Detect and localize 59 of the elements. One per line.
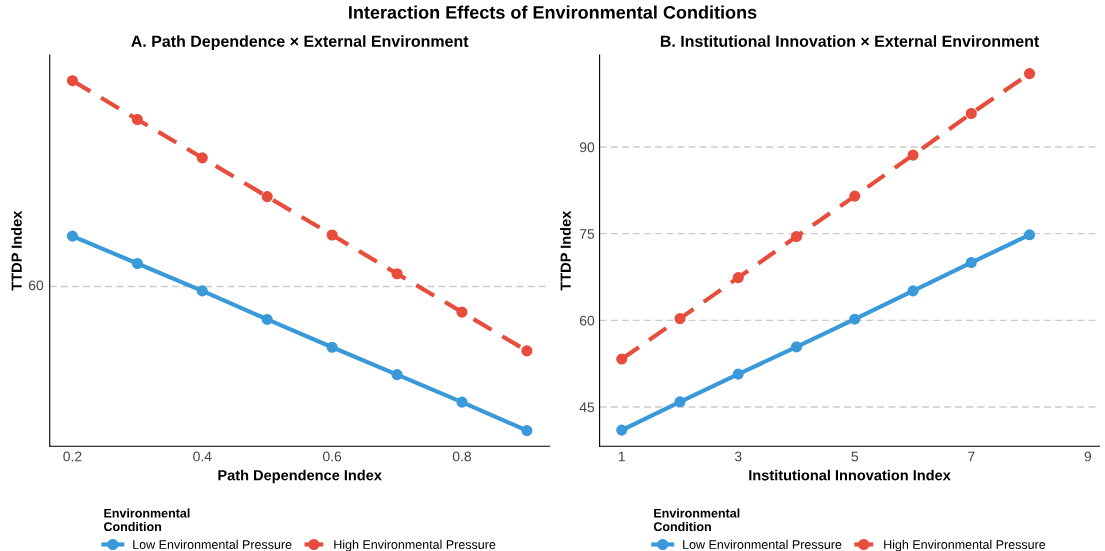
legend-label: High Environmental Pressure [884, 539, 1046, 551]
point [261, 191, 273, 203]
chart-title: Interaction Effects of Environmental Conditions [349, 5, 757, 19]
point [196, 285, 208, 297]
y-axis-title: TTDP Index [560, 210, 571, 291]
point [261, 313, 273, 325]
point [907, 285, 919, 297]
point [1024, 229, 1036, 241]
point [66, 230, 79, 242]
point [616, 424, 628, 436]
x-tick-label: 3 [734, 451, 742, 462]
x-tick-label: 0.2 [63, 451, 82, 462]
point [674, 396, 686, 408]
point [1024, 68, 1036, 80]
point [521, 345, 533, 357]
x-axis-title: Path Dependence Index [218, 469, 382, 484]
point [326, 229, 338, 241]
legend-title: Environmental Condition [653, 508, 740, 532]
point [521, 425, 533, 437]
point [131, 257, 143, 270]
point [849, 313, 861, 325]
chart-subtitle: B. Institutional Innovation × External Environment [660, 35, 1040, 47]
point [732, 272, 744, 284]
point [456, 306, 468, 318]
point [131, 113, 143, 126]
point [196, 152, 208, 164]
legend-label: Low Environmental Pressure [683, 539, 842, 549]
legend-label: High Environmental Pressure [334, 539, 496, 551]
point [732, 368, 744, 380]
x-tick-label: 7 [968, 451, 975, 462]
x-axis-title: Institutional Innovation Index [749, 469, 951, 481]
y-tick-label: 45 [579, 402, 595, 413]
y-tick-label: 75 [580, 229, 595, 239]
point [616, 353, 628, 365]
point [907, 149, 919, 161]
legend-label: Low Environmental Pressure [133, 539, 292, 549]
legend-title: Environmental Condition [104, 508, 190, 532]
point [965, 256, 977, 269]
x-tick-label: 0.4 [193, 451, 212, 462]
point [66, 75, 79, 87]
point [674, 313, 686, 325]
y-tick-label: 60 [579, 315, 595, 326]
point [391, 268, 403, 280]
point [849, 190, 861, 202]
point [790, 230, 803, 243]
x-tick-label: 0.8 [452, 451, 472, 462]
point [326, 341, 338, 353]
x-tick-label: 0.6 [323, 451, 342, 462]
chart-subtitle: A. Path Dependence × External Environment [131, 35, 469, 51]
point [456, 396, 468, 408]
point [391, 369, 403, 381]
y-tick-label: 90 [579, 142, 595, 153]
x-tick-label: 5 [851, 451, 859, 462]
x-tick-label: 9 [1084, 451, 1092, 462]
x-tick-label: 1 [618, 451, 625, 462]
point [965, 107, 977, 120]
y-axis-title: TTDP Index [11, 210, 22, 291]
text: 60 [28, 280, 44, 291]
point [790, 341, 803, 353]
